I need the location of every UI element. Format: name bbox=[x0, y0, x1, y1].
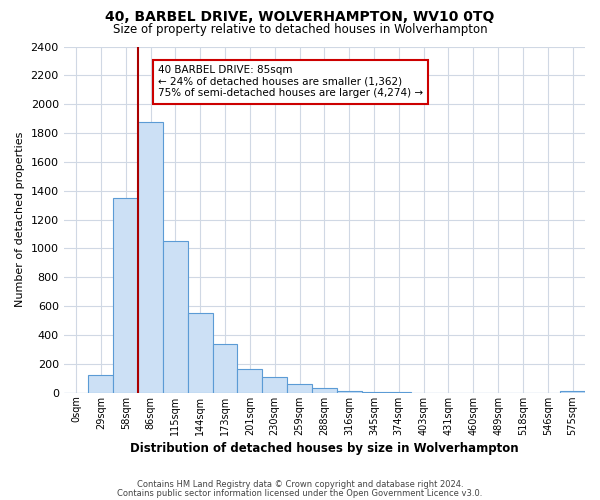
Bar bbox=[188, 314, 212, 393]
Bar bbox=[337, 390, 362, 393]
Text: 40 BARBEL DRIVE: 85sqm
← 24% of detached houses are smaller (1,362)
75% of semi-: 40 BARBEL DRIVE: 85sqm ← 24% of detached… bbox=[158, 66, 423, 98]
Text: Contains HM Land Registry data © Crown copyright and database right 2024.: Contains HM Land Registry data © Crown c… bbox=[137, 480, 463, 489]
Bar bbox=[362, 392, 386, 393]
Text: Size of property relative to detached houses in Wolverhampton: Size of property relative to detached ho… bbox=[113, 22, 487, 36]
Bar bbox=[238, 369, 262, 393]
Bar bbox=[287, 384, 312, 393]
Bar bbox=[560, 392, 585, 393]
Bar bbox=[113, 198, 138, 393]
X-axis label: Distribution of detached houses by size in Wolverhampton: Distribution of detached houses by size … bbox=[130, 442, 518, 455]
Bar bbox=[88, 374, 113, 393]
Text: Contains public sector information licensed under the Open Government Licence v3: Contains public sector information licen… bbox=[118, 488, 482, 498]
Text: 40, BARBEL DRIVE, WOLVERHAMPTON, WV10 0TQ: 40, BARBEL DRIVE, WOLVERHAMPTON, WV10 0T… bbox=[106, 10, 494, 24]
Bar bbox=[212, 344, 238, 393]
Bar bbox=[163, 242, 188, 393]
Y-axis label: Number of detached properties: Number of detached properties bbox=[15, 132, 25, 308]
Bar bbox=[138, 122, 163, 393]
Bar bbox=[262, 377, 287, 393]
Bar bbox=[312, 388, 337, 393]
